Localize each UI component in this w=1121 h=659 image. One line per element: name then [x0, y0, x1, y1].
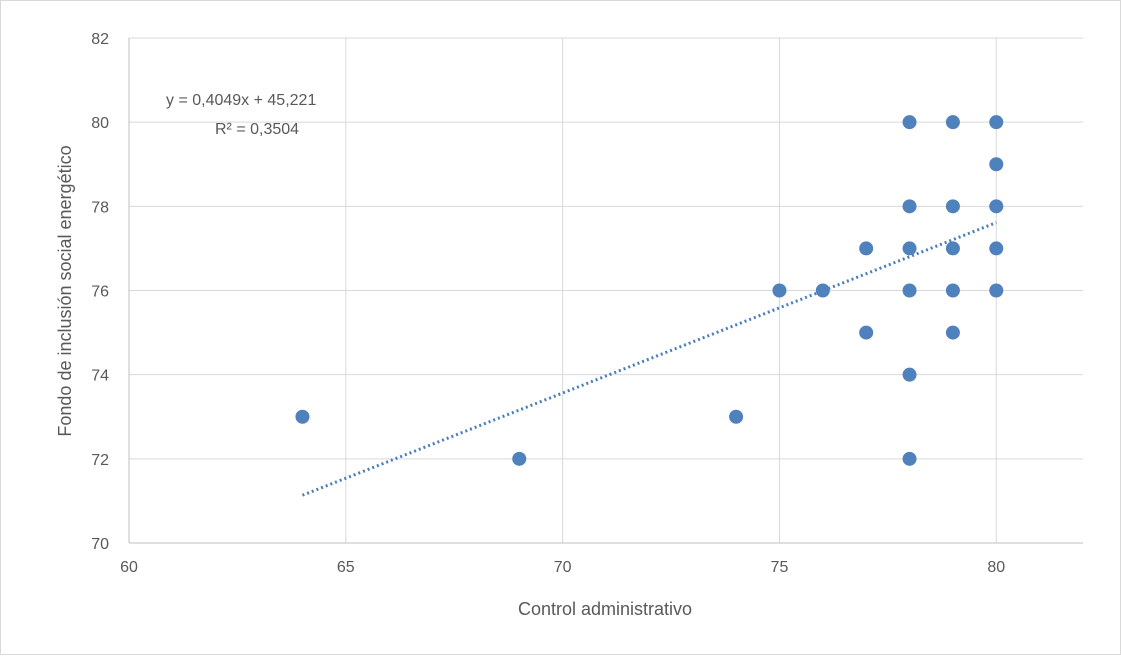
data-point	[989, 199, 1004, 214]
data-points	[295, 115, 1004, 466]
trendline-group	[301, 221, 997, 497]
y-tick-label: 82	[91, 31, 109, 48]
data-point	[902, 241, 917, 256]
data-point	[902, 199, 917, 214]
trendline	[301, 221, 997, 497]
data-point	[902, 283, 917, 298]
x-tick-label: 80	[987, 559, 1005, 576]
x-tick-label: 70	[554, 559, 572, 576]
x-tick-label: 65	[337, 559, 355, 576]
y-axis-title: Fondo de inclusión social energético	[55, 145, 75, 436]
x-tick-label: 60	[120, 559, 138, 576]
y-tick-label: 70	[91, 536, 109, 553]
data-point	[859, 241, 874, 256]
data-point	[989, 115, 1004, 130]
data-point	[772, 283, 787, 298]
data-point	[989, 241, 1004, 256]
axes: 70 72 74 76 78 80 82 60 65 70 75 80	[91, 31, 1083, 576]
trendline-equation: y = 0,4049x + 45,221	[166, 92, 316, 109]
y-tick-label: 76	[91, 284, 109, 301]
y-tick-label: 78	[91, 199, 109, 216]
data-point	[989, 283, 1004, 298]
data-point	[729, 409, 744, 424]
x-tick-label: 75	[771, 559, 789, 576]
data-point	[815, 283, 830, 298]
trendline-r2: R² = 0,3504	[215, 121, 299, 138]
x-axis-title: Control administrativo	[518, 599, 692, 619]
labels: y = 0,4049x + 45,221 R² = 0,3504 Control…	[55, 92, 692, 619]
data-point	[512, 451, 527, 466]
data-point	[859, 325, 874, 340]
data-point	[945, 325, 960, 340]
data-point	[902, 367, 917, 382]
gridlines	[129, 37, 1083, 543]
data-point	[902, 115, 917, 130]
data-point	[295, 409, 310, 424]
y-tick-label: 72	[91, 452, 109, 469]
data-point	[945, 283, 960, 298]
data-point	[902, 451, 917, 466]
y-tick-label: 80	[91, 115, 109, 132]
data-point	[945, 241, 960, 256]
data-point	[945, 115, 960, 130]
data-point	[989, 157, 1004, 172]
y-tick-label: 74	[91, 368, 109, 385]
data-point	[945, 199, 960, 214]
